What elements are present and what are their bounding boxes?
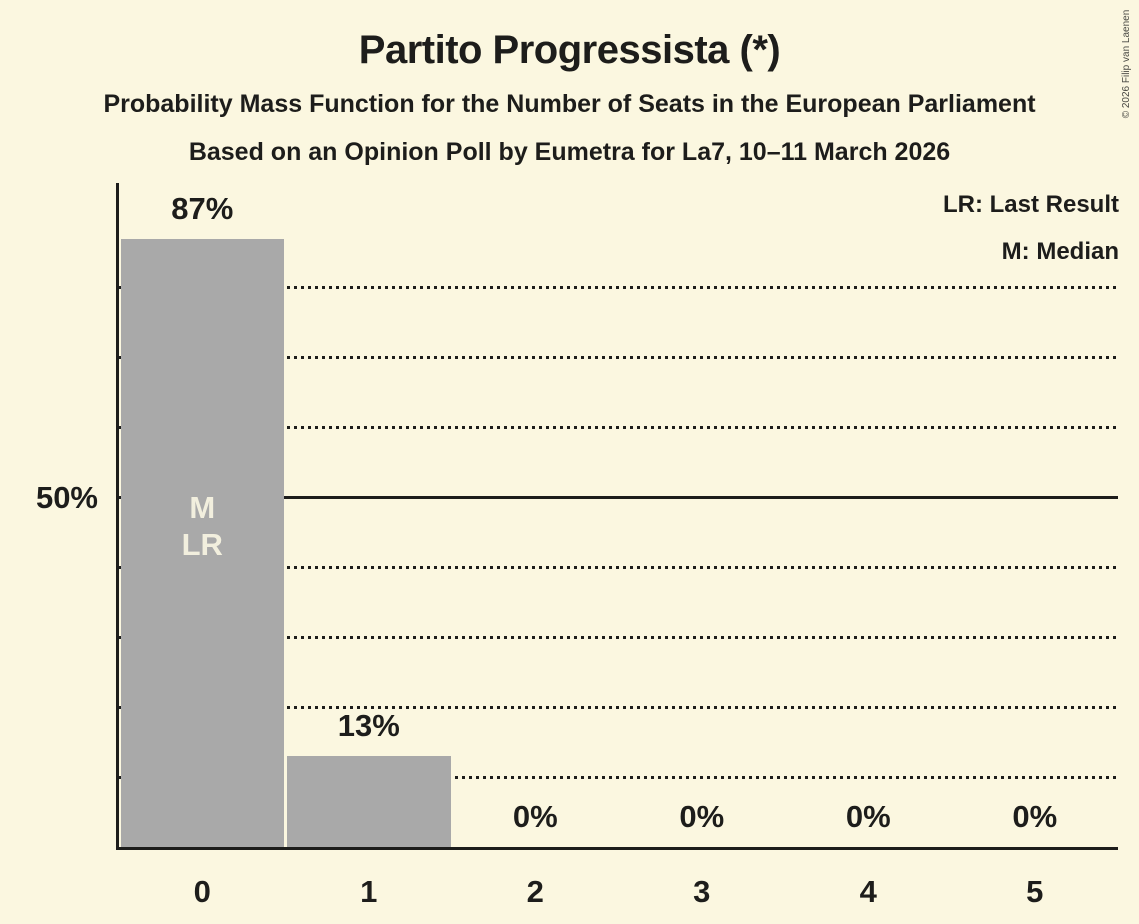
majorline-50pct	[119, 496, 1118, 500]
legend-median: M: Median	[1001, 238, 1119, 265]
value-label-4: 0%	[845, 799, 891, 834]
gridline-30pct	[119, 635, 1118, 639]
bar-seats-1	[287, 756, 451, 847]
subtitle-pmf: Probability Mass Function for the Number…	[103, 90, 1036, 118]
value-label-2: 0%	[512, 799, 558, 834]
y-axis-tick-label: 50%	[35, 480, 98, 515]
gridline-20pct	[119, 705, 1118, 709]
x-tick-label-4: 4	[859, 874, 877, 909]
value-label-3: 0%	[679, 799, 725, 834]
value-label-1: 13%	[337, 708, 400, 744]
x-tick-label-1: 1	[360, 874, 378, 909]
gridline-70pct	[119, 356, 1118, 360]
copyright-note: © 2026 Filip van Laenen	[1121, 9, 1132, 119]
marker-label-lr: LR	[181, 526, 223, 562]
gridline-10pct	[119, 775, 1118, 779]
value-label-0: 87%	[171, 190, 234, 226]
bar-marker-labels: M LR	[121, 489, 285, 563]
x-tick-label-5: 5	[1026, 874, 1044, 909]
page-title: Partito Progressista (*)	[358, 28, 781, 72]
plot-area: M LR 87% 13% 0% 0% 0% 0%	[116, 183, 1118, 850]
gridline-80pct	[119, 286, 1118, 290]
gridline-40pct	[119, 565, 1118, 569]
bar-seats-0: M LR	[120, 238, 285, 847]
x-tick-label-3: 3	[693, 874, 711, 909]
value-label-5: 0%	[1012, 799, 1058, 834]
marker-label-m: M	[189, 489, 216, 525]
x-tick-label-2: 2	[526, 874, 544, 909]
x-tick-label-0: 0	[193, 874, 211, 909]
legend: LR: Last Result M: Median	[943, 181, 1119, 275]
subtitle-poll: Based on an Opinion Poll by Eumetra for …	[188, 138, 951, 166]
gridline-60pct	[119, 426, 1118, 430]
legend-last-result: LR: Last Result	[942, 191, 1119, 218]
